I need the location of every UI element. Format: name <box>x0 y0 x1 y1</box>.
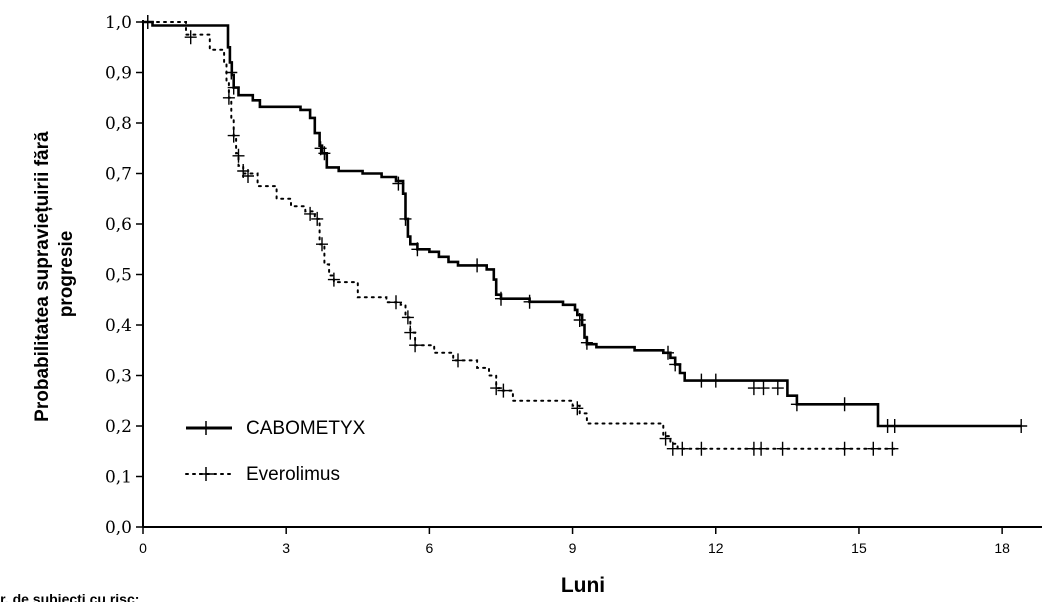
x-tick-label: 12 <box>708 540 724 556</box>
censor-mark-everolimus <box>755 441 768 456</box>
censor-mark-cabometyx <box>771 381 784 396</box>
censor-mark-everolimus <box>867 441 880 456</box>
censor-mark-everolimus <box>571 401 584 416</box>
y-tick-label: 0,8 <box>105 114 132 134</box>
censor-mark-cabometyx <box>573 313 586 327</box>
censor-mark-everolimus <box>232 148 245 163</box>
censor-mark-everolimus <box>659 431 672 446</box>
y-tick-label: 0,1 <box>105 468 132 488</box>
y-tick-label: 0,5 <box>105 266 132 286</box>
censor-mark-everolimus <box>141 15 154 29</box>
x-tick-label: 6 <box>425 540 433 556</box>
censor-mark-everolimus <box>327 272 340 287</box>
censor-mark-everolimus <box>695 441 708 456</box>
censor-mark-cabometyx <box>790 397 803 412</box>
censor-mark-everolimus <box>222 90 235 105</box>
censor-mark-everolimus <box>184 30 197 45</box>
y-tick-label: 0,9 <box>105 64 132 84</box>
censor-mark-cabometyx <box>662 345 674 360</box>
curves <box>142 20 1022 450</box>
censor-mark-cabometyx <box>757 381 770 396</box>
censor-mark-everolimus <box>227 128 240 143</box>
legend-label-everolimus: Everolimus <box>246 464 340 485</box>
censor-mark-cabometyx <box>471 258 484 273</box>
x-tick-label: 3 <box>282 540 290 556</box>
x-ticks: 0 3 6 9 12 15 18 <box>139 527 1010 556</box>
censor-mark-cabometyx <box>1015 419 1028 433</box>
censor-mark-cabometyx <box>411 242 424 257</box>
censor-mark-everolimus <box>452 353 464 368</box>
legend-censor-mark-cabometyx <box>199 421 213 435</box>
censor-mark-cabometyx <box>695 373 708 388</box>
legend-item-cabometyx: CABOMETYX <box>186 418 366 439</box>
censor-mark-cabometyx <box>392 176 405 191</box>
x-tick-label: 15 <box>851 540 867 556</box>
censor-mark-cabometyx <box>709 373 722 388</box>
y-tick-label: 0,2 <box>105 417 132 437</box>
censor-mark-everolimus <box>401 310 414 325</box>
censor-mark-everolimus <box>404 325 417 340</box>
censor-mark-everolimus <box>409 338 422 353</box>
censor-mark-everolimus <box>390 295 402 310</box>
censor-mark-everolimus <box>776 441 789 456</box>
censor-mark-everolimus <box>316 237 328 252</box>
y-tick-label: 0,7 <box>105 165 132 185</box>
x-axis-label: Luni <box>561 574 605 597</box>
y-axis-label-line-1: Probabilitatea supraviețuirii fără <box>32 131 53 422</box>
censor-mark-everolimus <box>304 206 317 221</box>
y-ticks: 0,0 0,1 0,2 0,3 0,4 0,5 0,6 0,7 0,8 0,9 1,0 <box>105 13 143 538</box>
censor-mark-cabometyx <box>495 291 507 306</box>
y-tick-label: 0,0 <box>105 518 132 538</box>
y-axis-label: Probabilitatea supraviețuirii fără progr… <box>32 126 77 422</box>
y-tick-label: 0,4 <box>105 316 132 336</box>
censor-mark-cabometyx <box>888 419 901 433</box>
x-tick-label: 18 <box>994 540 1010 556</box>
legend-item-everolimus: Everolimus <box>185 464 340 485</box>
y-tick-label: 1,0 <box>105 13 132 33</box>
legend-label-cabometyx: CABOMETYX <box>246 418 366 439</box>
censor-mark-cabometyx <box>225 65 238 80</box>
series-line-everolimus <box>142 21 899 450</box>
x-tick-label: 9 <box>569 540 577 556</box>
censor-mark-cabometyx <box>523 294 536 309</box>
axes <box>142 20 1042 528</box>
censor-mark-cabometyx <box>227 80 240 95</box>
censor-mark-everolimus <box>838 441 851 456</box>
censor-mark-cabometyx <box>318 146 331 161</box>
censor-mark-everolimus <box>242 169 254 183</box>
censor-mark-everolimus <box>490 381 503 396</box>
censor-mark-everolimus <box>497 383 510 398</box>
censor-marks <box>141 15 1028 456</box>
censor-mark-cabometyx <box>399 211 412 226</box>
legend: CABOMETYX Everolimus <box>185 418 366 485</box>
censor-mark-cabometyx <box>580 335 593 350</box>
x-tick-label: 0 <box>139 540 147 556</box>
censor-mark-everolimus <box>676 441 689 456</box>
censor-mark-cabometyx <box>838 397 851 412</box>
series-line-cabometyx <box>143 20 1022 428</box>
legend-censor-mark-everolimus <box>199 467 213 481</box>
y-tick-label: 0,3 <box>105 367 132 387</box>
censor-mark-cabometyx <box>669 357 682 372</box>
censor-mark-everolimus <box>886 441 899 456</box>
censor-mark-everolimus <box>311 211 324 226</box>
y-axis-label-line-2: progresie <box>56 231 77 318</box>
y-tick-label: 0,6 <box>105 215 132 235</box>
footnote: Nr. de subiecți cu risc: <box>0 591 139 602</box>
